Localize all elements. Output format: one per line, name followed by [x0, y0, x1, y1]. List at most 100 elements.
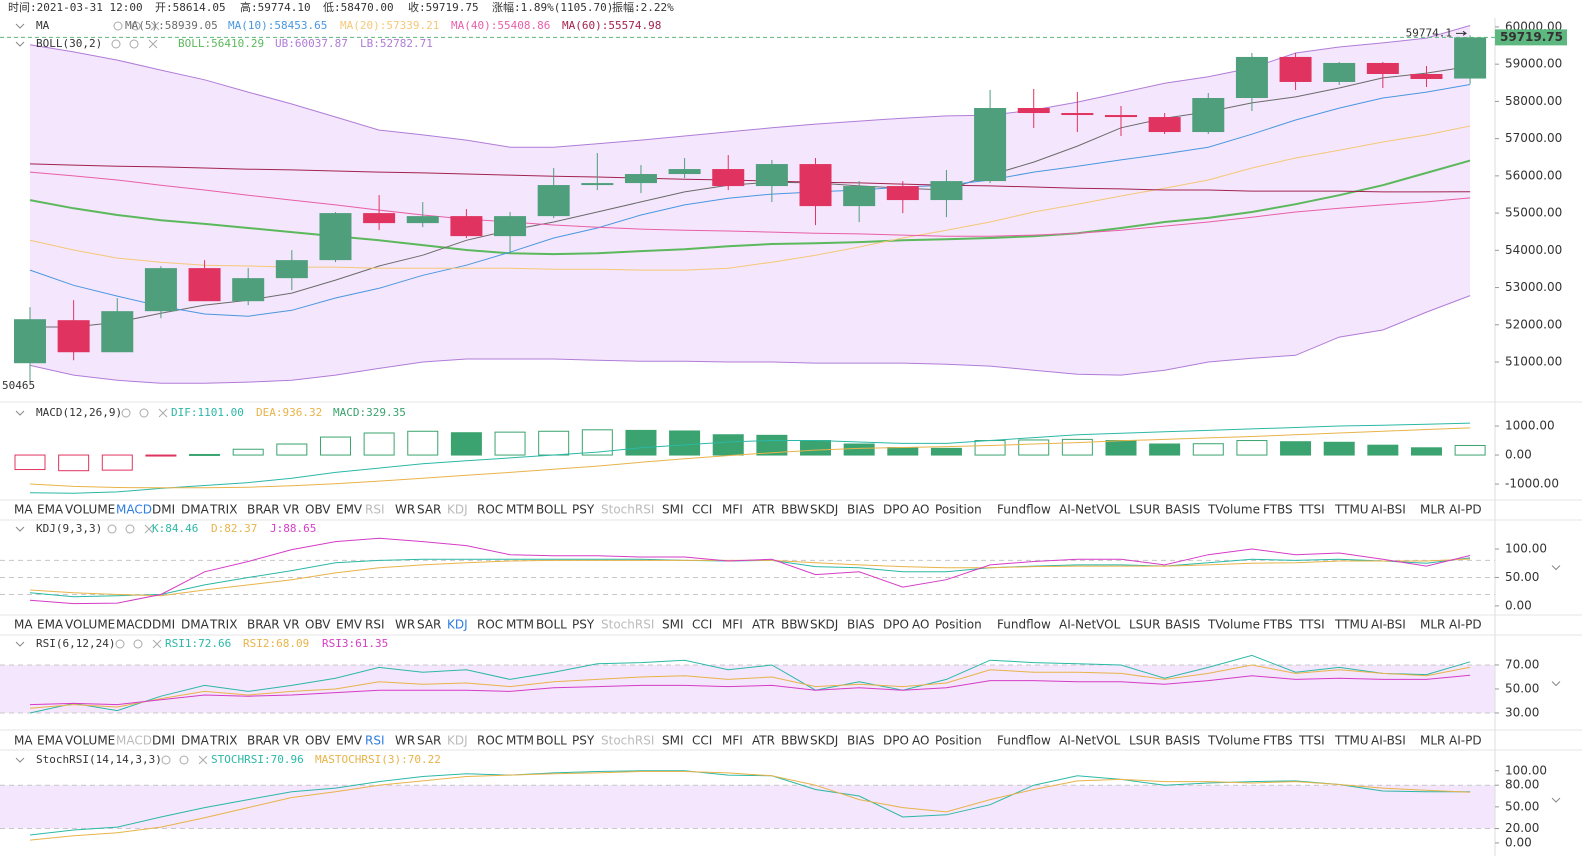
indicator-tab[interactable]: Fundflow — [997, 618, 1051, 632]
indicator-tab[interactable]: VR — [283, 734, 300, 748]
indicator-tab[interactable]: MLR — [1420, 503, 1445, 517]
indicator-tab[interactable]: SKDJ — [810, 503, 838, 517]
indicator-tab[interactable]: ROC — [477, 734, 503, 748]
indicator-tab[interactable]: AO — [912, 503, 929, 517]
indicator-tab[interactable]: KDJ — [447, 734, 468, 748]
indicator-tab[interactable]: AI-NetVOL — [1059, 734, 1121, 748]
indicator-tab[interactable]: MFI — [722, 618, 743, 632]
indicator-tab[interactable]: Position — [935, 734, 982, 748]
indicator-tab[interactable]: BIAS — [847, 503, 875, 517]
indicator-tab[interactable]: BRAR — [247, 503, 280, 517]
indicator-tab[interactable]: TTSI — [1298, 618, 1325, 632]
indicator-tab[interactable]: BBW — [781, 734, 809, 748]
indicator-tab[interactable]: VR — [283, 618, 300, 632]
indicator-tab[interactable]: DMI — [152, 618, 175, 632]
indicator-tab[interactable]: LSUR — [1129, 503, 1160, 517]
indicator-tab[interactable]: SKDJ — [810, 734, 838, 748]
indicator-tab[interactable]: MACD — [116, 503, 152, 517]
indicator-tab[interactable]: RSI — [365, 618, 385, 632]
indicator-tab[interactable]: StochRSI — [601, 618, 654, 632]
indicator-tab[interactable]: FTBS — [1263, 503, 1293, 517]
indicator-tab[interactable]: VOLUME — [65, 734, 115, 748]
indicator-tab[interactable]: OBV — [305, 734, 331, 748]
indicator-tab[interactable]: BBW — [781, 503, 809, 517]
indicator-tab[interactable]: EMV — [336, 503, 363, 517]
indicator-tab[interactable]: ROC — [477, 618, 503, 632]
indicator-tab[interactable]: FTBS — [1263, 618, 1293, 632]
indicator-tab[interactable]: TTMU — [1334, 734, 1369, 748]
indicator-tab[interactable]: KDJ — [447, 618, 468, 632]
indicator-tab[interactable]: MFI — [722, 734, 743, 748]
indicator-tab[interactable]: VR — [283, 503, 300, 517]
indicator-tab[interactable]: CCI — [692, 734, 712, 748]
indicator-tab[interactable]: MA — [14, 503, 33, 517]
indicator-tab[interactable]: Position — [935, 503, 982, 517]
indicator-tab[interactable]: FTBS — [1263, 734, 1293, 748]
indicator-tab[interactable]: DPO — [883, 618, 909, 632]
indicator-tab[interactable]: TTMU — [1334, 503, 1369, 517]
indicator-tab[interactable]: BASIS — [1165, 618, 1200, 632]
indicator-tab[interactable]: EMA — [37, 618, 64, 632]
indicator-tab[interactable]: SAR — [417, 618, 441, 632]
indicator-tab[interactable]: WR — [395, 618, 415, 632]
indicator-tab[interactable]: LSUR — [1129, 618, 1160, 632]
indicator-tab[interactable]: SMI — [662, 734, 684, 748]
indicator-tab[interactable]: TVolume — [1207, 734, 1260, 748]
indicator-tab[interactable]: AI-BSI — [1371, 734, 1406, 748]
indicator-tab[interactable]: BASIS — [1165, 503, 1200, 517]
indicator-tab[interactable]: WR — [395, 734, 415, 748]
indicator-tab[interactable]: VOLUME — [65, 618, 115, 632]
indicator-tab[interactable]: StochRSI — [601, 503, 654, 517]
indicator-tab[interactable]: BOLL — [536, 734, 567, 748]
indicator-tab[interactable]: MACD — [116, 618, 152, 632]
indicator-tab[interactable]: TVolume — [1207, 503, 1260, 517]
indicator-tab[interactable]: ATR — [752, 618, 775, 632]
indicator-tab[interactable]: OBV — [305, 503, 331, 517]
indicator-tab[interactable]: MACD — [116, 734, 152, 748]
indicator-tab[interactable]: DPO — [883, 734, 909, 748]
indicator-tab[interactable]: Position — [935, 618, 982, 632]
indicator-tab[interactable]: BBW — [781, 618, 809, 632]
indicator-tab[interactable]: TRIX — [209, 734, 237, 748]
indicator-tab[interactable]: MLR — [1420, 734, 1445, 748]
indicator-tab[interactable]: TTSI — [1298, 734, 1325, 748]
indicator-tab[interactable]: AI-PD — [1449, 503, 1482, 517]
indicator-tab[interactable]: BRAR — [247, 618, 280, 632]
indicator-tab[interactable]: TTSI — [1298, 503, 1325, 517]
indicator-tab[interactable]: ATR — [752, 734, 775, 748]
indicator-tab[interactable]: ATR — [752, 503, 775, 517]
indicator-tab[interactable]: MTM — [506, 503, 534, 517]
indicator-tab[interactable]: AI-NetVOL — [1059, 618, 1121, 632]
indicator-tab[interactable]: TTMU — [1334, 618, 1369, 632]
indicator-tab[interactable]: BIAS — [847, 734, 875, 748]
indicator-tab[interactable]: RSI — [365, 734, 385, 748]
indicator-tab[interactable]: TRIX — [209, 503, 237, 517]
indicator-tab[interactable]: EMA — [37, 503, 64, 517]
indicator-tab[interactable]: StochRSI — [601, 734, 654, 748]
indicator-tab[interactable]: BOLL — [536, 618, 567, 632]
indicator-tab[interactable]: SMI — [662, 618, 684, 632]
indicator-tab[interactable]: Fundflow — [997, 503, 1051, 517]
indicator-tab[interactable]: SKDJ — [810, 618, 838, 632]
indicator-tab[interactable]: DMA — [181, 618, 210, 632]
indicator-tab[interactable]: AI-BSI — [1371, 618, 1406, 632]
indicator-tab[interactable]: BRAR — [247, 734, 280, 748]
indicator-tab[interactable]: PSY — [572, 503, 595, 517]
indicator-tab[interactable]: TVolume — [1207, 618, 1260, 632]
indicator-tab[interactable]: EMV — [336, 618, 363, 632]
indicator-tab[interactable]: BOLL — [536, 503, 567, 517]
indicator-tab[interactable]: PSY — [572, 734, 595, 748]
indicator-tab[interactable]: DMI — [152, 734, 175, 748]
indicator-tab[interactable]: LSUR — [1129, 734, 1160, 748]
indicator-tab[interactable]: MA — [14, 618, 33, 632]
indicator-tab[interactable]: WR — [395, 503, 415, 517]
indicator-tab[interactable]: EMA — [37, 734, 64, 748]
indicator-tab[interactable]: DMA — [181, 734, 210, 748]
indicator-tab[interactable]: MLR — [1420, 618, 1445, 632]
indicator-tab[interactable]: SAR — [417, 734, 441, 748]
indicator-tab[interactable]: CCI — [692, 618, 712, 632]
indicator-tab[interactable]: CCI — [692, 503, 712, 517]
indicator-tab[interactable]: PSY — [572, 618, 595, 632]
indicator-tab[interactable]: AO — [912, 734, 929, 748]
indicator-tab[interactable]: EMV — [336, 734, 363, 748]
